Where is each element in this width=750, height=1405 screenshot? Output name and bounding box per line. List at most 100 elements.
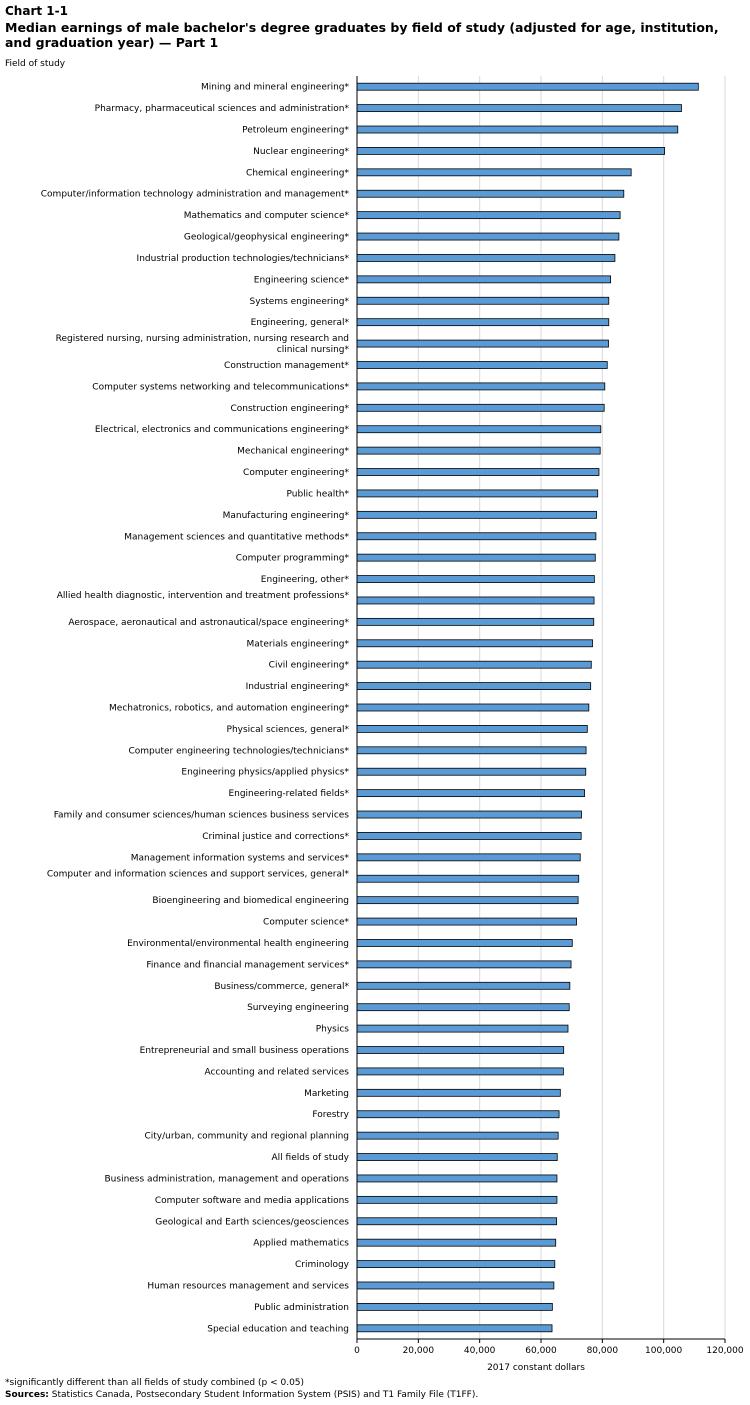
bar (356, 1153, 558, 1161)
category-label: Computer/information technology administ… (41, 190, 350, 200)
category-label: City/urban, community and regional plann… (144, 1132, 349, 1142)
category-label: Computer and information sciences and su… (47, 869, 350, 879)
category-label: Mechanical engineering* (237, 447, 349, 457)
category-label: Industrial production technologies/techn… (137, 254, 350, 264)
bar (356, 917, 577, 926)
bar (356, 361, 608, 369)
category-label: Marketing (304, 1089, 349, 1099)
category-label: Construction engineering* (230, 404, 349, 414)
bar (356, 446, 601, 455)
category-label: Materials engineering* (247, 639, 350, 649)
category-label: Industrial engineering* (246, 682, 350, 692)
bar (356, 575, 595, 583)
footnote: *significantly different than all fields… (5, 1378, 305, 1388)
category-label: Environmental/environmental health engin… (127, 939, 349, 949)
bar (356, 810, 582, 819)
bar (356, 1067, 564, 1076)
category-label: Registered nursing, nursing administrati… (56, 334, 349, 344)
bar (356, 382, 606, 391)
sources-text: Statistics Canada, Postsecondary Student… (51, 1390, 479, 1400)
bar (356, 1174, 558, 1183)
category-label: Criminal justice and corrections* (202, 832, 349, 842)
x-tick-label: 100,000 (645, 1346, 682, 1356)
category-label: Forestry (312, 1110, 349, 1120)
bar (356, 489, 599, 498)
x-tick-label: 60,000 (525, 1346, 557, 1356)
bar (356, 1324, 553, 1333)
category-label: Computer science* (263, 918, 349, 928)
category-label: Manufacturing engineering* (223, 511, 350, 521)
bar (356, 104, 682, 113)
bar (356, 981, 571, 990)
bar (356, 147, 665, 155)
category-label: Nuclear engineering* (253, 147, 349, 157)
category-label: Pharmacy, pharmaceutical sciences and ad… (95, 104, 350, 114)
category-label: Engineering science* (254, 275, 350, 285)
category-label: Applied mathematics (253, 1239, 349, 1249)
bar (356, 853, 581, 862)
bar (356, 960, 572, 969)
bar (356, 254, 616, 262)
bar (356, 1003, 570, 1012)
category-label: Management information systems and servi… (131, 853, 350, 863)
category-label: Family and consumer sciences/human scien… (54, 811, 350, 821)
chart-title: Median earnings of male bachelor's degre… (5, 20, 719, 50)
category-label: All fields of study (272, 1153, 350, 1163)
category-label: Entrepreneurial and small business opera… (140, 1046, 350, 1056)
category-label: Construction management* (224, 361, 349, 371)
bar (356, 125, 679, 134)
x-tick-label: 80,000 (587, 1346, 619, 1356)
category-label: Engineering, general* (251, 318, 350, 328)
bar (356, 339, 609, 348)
category-label: Mining and mineral engineering* (201, 83, 349, 93)
category-label: Business/commerce, general* (214, 982, 349, 992)
bar (356, 211, 621, 220)
category-label: Computer engineering technologies/techni… (129, 746, 350, 756)
bar (356, 896, 579, 905)
category-label: Special education and teaching (207, 1324, 349, 1334)
bar (356, 189, 625, 198)
category-label: Geological and Earth sciences/geoscience… (155, 1217, 349, 1227)
category-label: Computer software and media applications (155, 1196, 349, 1206)
category-label: Chemical engineering* (246, 168, 349, 178)
bar (356, 510, 597, 519)
category-label: Geological/geophysical engineering* (184, 233, 350, 243)
bar (356, 767, 587, 776)
y-axis-title: Field of study (5, 59, 66, 69)
category-label: Criminology (295, 1260, 350, 1270)
bar (356, 553, 596, 562)
bar (356, 275, 612, 284)
category-label: Mechatronics, robotics, and automation e… (109, 704, 349, 714)
bar (356, 874, 580, 883)
category-label: Finance and financial management service… (146, 960, 349, 970)
category-label: Management sciences and quantitative met… (124, 532, 349, 542)
sources-note: Sources: Statistics Canada, Postsecondar… (5, 1390, 478, 1400)
bar (356, 232, 620, 241)
x-tick-label: 20,000 (403, 1346, 435, 1356)
category-label: Computer systems networking and telecomm… (92, 382, 349, 392)
category-label: Engineering-related fields* (228, 789, 349, 799)
bar (356, 639, 593, 648)
x-axis-title: 2017 constant dollars (487, 1363, 585, 1373)
category-label: Aerospace, aeronautical and astronautica… (68, 618, 349, 628)
bar (356, 168, 632, 177)
bar (356, 725, 588, 733)
category-label: Physics (316, 1025, 350, 1035)
bar (356, 1217, 558, 1226)
bar (356, 1046, 565, 1054)
category-label: Public health* (287, 489, 350, 499)
sources-label: Sources: (5, 1390, 49, 1400)
category-label: Civil engineering* (269, 661, 350, 671)
bar (356, 296, 610, 305)
category-label: Public administration (254, 1303, 349, 1313)
bar (356, 1302, 553, 1311)
bar (356, 1260, 556, 1268)
bar (356, 746, 587, 755)
category-label: Mathematics and computer science* (184, 211, 350, 221)
bar (356, 703, 590, 712)
bar (356, 939, 573, 947)
category-label: Human resources management and services (147, 1281, 349, 1291)
bar (356, 617, 595, 626)
bar (356, 789, 585, 798)
